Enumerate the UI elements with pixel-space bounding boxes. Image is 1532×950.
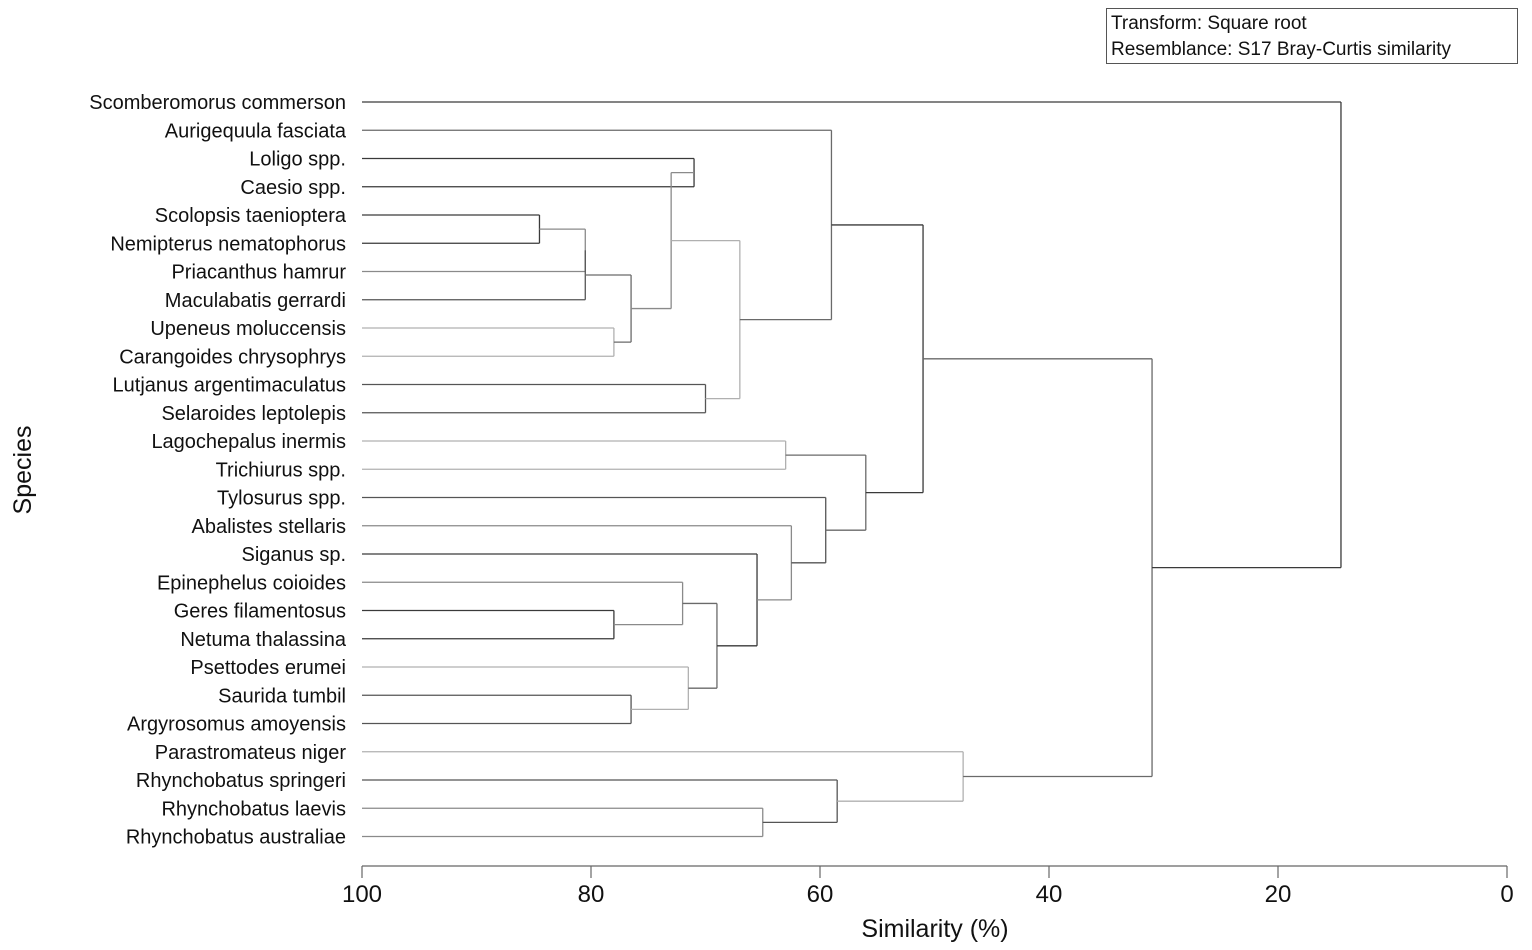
legend-transform: Transform: Square root — [1111, 13, 1307, 34]
x-tick-label: 60 — [807, 881, 834, 908]
species-label: Rhynchobatus laevis — [161, 798, 346, 820]
species-label: Nemipterus nematophorus — [110, 233, 346, 255]
species-label: Epinephelus coioides — [157, 572, 346, 594]
legend-resemblance: Resemblance: S17 Bray-Curtis similarity — [1111, 39, 1451, 60]
species-labels: Scomberomorus commerson Aurigequula fasci… — [89, 92, 347, 849]
species-label: Parastromateus niger — [155, 742, 347, 764]
species-label: Priacanthus hamrur — [171, 262, 346, 284]
species-label: Upeneus moluccensis — [150, 318, 346, 340]
species-label: Maculabatis gerrardi — [165, 290, 346, 312]
y-axis-title: Species — [9, 426, 37, 515]
x-tick-label: 0 — [1500, 881, 1513, 908]
species-label: Psettodes erumei — [190, 657, 346, 679]
species-label: Loligo spp. — [249, 149, 346, 171]
species-label: Aurigequula fasciata — [165, 120, 347, 142]
x-tick-label: 20 — [1265, 881, 1292, 908]
legend-box: Transform: Square root Resemblance: S17 … — [1106, 8, 1518, 64]
species-label: Trichiurus spp. — [216, 459, 346, 481]
species-label: Caesio spp. — [240, 177, 346, 199]
x-axis-title: Similarity (%) — [861, 915, 1008, 943]
species-label: Scolopsis taenioptera — [155, 205, 347, 227]
x-tick-label: 100 — [342, 881, 382, 908]
species-label: Rhynchobatus australiae — [126, 827, 346, 849]
species-label: Saurida tumbil — [218, 685, 346, 707]
species-label: Lagochepalus inermis — [151, 431, 346, 453]
dendrogram-branches — [362, 101, 1342, 838]
species-label: Carangoides chrysophrys — [119, 346, 346, 368]
species-label: Abalistes stellaris — [191, 516, 346, 538]
species-label: Selaroides leptolepis — [161, 403, 346, 425]
species-label: Scomberomorus commerson — [89, 92, 346, 114]
x-tick-label: 80 — [578, 881, 605, 908]
species-label: Siganus sp. — [241, 544, 346, 566]
x-axis: 100 80 60 40 20 0 — [342, 865, 1514, 908]
species-label: Netuma thalassina — [180, 629, 347, 651]
species-label: Geres filamentosus — [174, 601, 346, 623]
species-label: Rhynchobatus springeri — [136, 770, 346, 792]
species-label: Tylosurus spp. — [217, 488, 346, 510]
species-label: Argyrosomus amoyensis — [127, 714, 346, 736]
species-label: Lutjanus argentimaculatus — [113, 375, 346, 397]
x-tick-label: 40 — [1036, 881, 1063, 908]
